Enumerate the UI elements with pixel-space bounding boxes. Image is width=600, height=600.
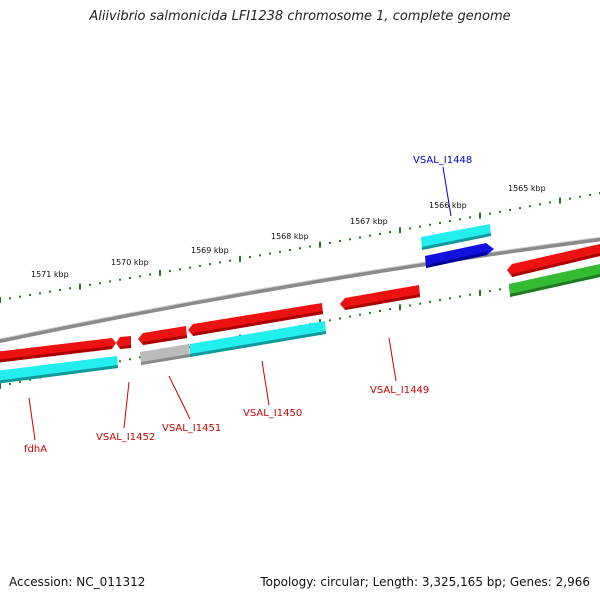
tick-label-1568: 1568 kbp xyxy=(271,232,309,241)
gene-label-VSAL_I1448[interactable]: VSAL_I1448 xyxy=(413,155,472,166)
gene-label-VSAL_I1451[interactable]: VSAL_I1451 xyxy=(162,423,221,434)
gene-fdhA-cyan[interactable] xyxy=(0,356,118,384)
gene-labels: fdhA VSAL_I1452 VSAL_I1451 VSAL_I1450 VS… xyxy=(24,155,472,455)
accession-text: Accession: NC_011312 xyxy=(9,575,146,589)
gene-VSAL_I1450-red[interactable] xyxy=(188,303,323,336)
gene-label-VSAL_I1450[interactable]: VSAL_I1450 xyxy=(243,408,302,419)
tick-label-1565: 1565 kbp xyxy=(508,184,546,193)
gene-VSAL_I1451-red[interactable] xyxy=(138,326,187,345)
chromosome-backbone xyxy=(0,237,600,343)
tick-label-1566: 1566 kbp xyxy=(429,201,467,210)
outer-tick-ring xyxy=(0,192,600,303)
gene-VSAL_I1452[interactable] xyxy=(116,336,131,349)
gene-VSAL_I1448-cyan[interactable] xyxy=(421,224,491,250)
gene-right-red[interactable] xyxy=(507,244,600,277)
tick-label-1569: 1569 kbp xyxy=(191,246,229,255)
gene-VSAL_I1449[interactable] xyxy=(340,285,420,310)
gene-VSAL_I1448-blue[interactable] xyxy=(425,243,494,268)
tick-label-1570: 1570 kbp xyxy=(111,258,149,267)
label-leaders xyxy=(28,166,452,441)
gene-VSAL_I1451-gray[interactable] xyxy=(140,344,190,365)
gene-fdhA-red[interactable] xyxy=(0,338,116,363)
gene-label-fdhA[interactable]: fdhA xyxy=(24,444,47,455)
map-title: Aliivibrio salmonicida LFI1238 chromosom… xyxy=(89,9,511,24)
gene-VSAL_I1450-cyan[interactable] xyxy=(190,321,326,357)
gene-label-VSAL_I1449[interactable]: VSAL_I1449 xyxy=(370,385,429,396)
gene-label-VSAL_I1452[interactable]: VSAL_I1452 xyxy=(96,432,155,443)
tick-label-1567: 1567 kbp xyxy=(350,217,388,226)
genome-summary-text: Topology: circular; Length: 3,325,165 bp… xyxy=(260,575,590,589)
tick-label-1571: 1571 kbp xyxy=(31,270,69,279)
tick-labels: 1571 kbp 1570 kbp 1569 kbp 1568 kbp 1567… xyxy=(31,184,546,279)
gene-right-green[interactable] xyxy=(509,264,600,297)
